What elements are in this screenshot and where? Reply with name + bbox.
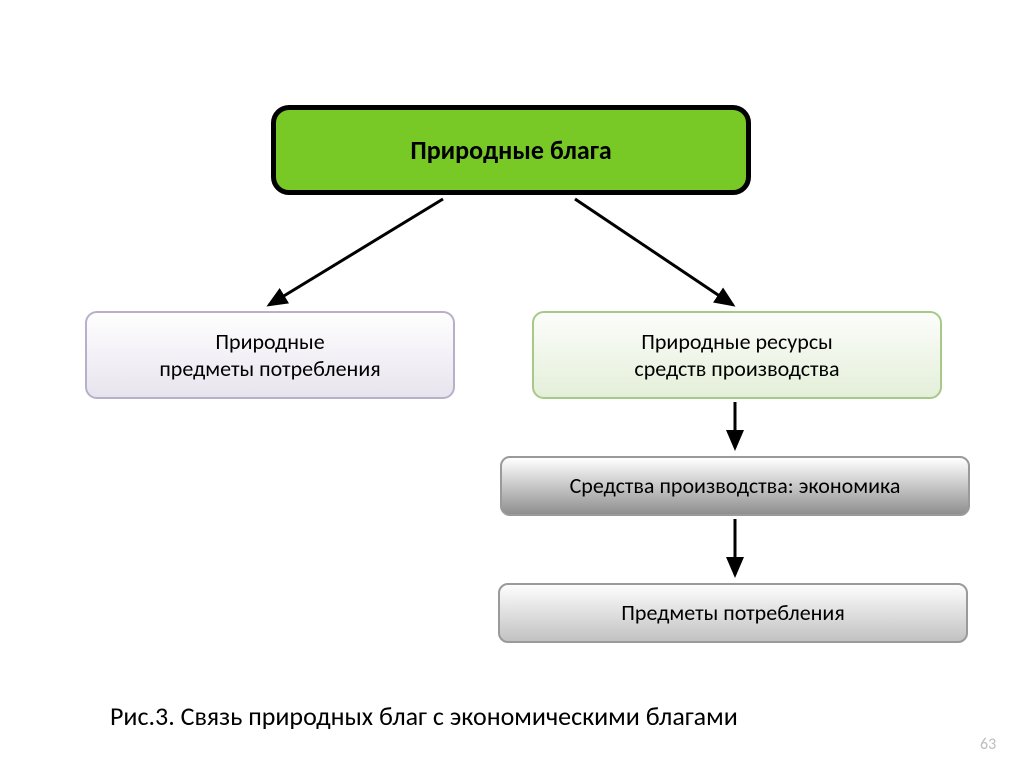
caption-text: Рис.3. Связь природных благ с экономичес…: [110, 700, 738, 732]
node-consumer-goods: Предметы потребления: [498, 583, 968, 643]
page-number: 63: [980, 735, 996, 754]
node-means-of-production: Средства производства: экономика: [500, 456, 970, 516]
node-label: Средства производства: экономика: [570, 472, 901, 500]
node-label-line2: предметы потребления: [159, 355, 380, 383]
node-label-line1: Природные ресурсы: [641, 328, 833, 356]
node-consumption-items: Природные предметы потребления: [85, 311, 455, 399]
node-label: Природные блага: [410, 134, 611, 167]
figure-caption: Рис.3. Связь природных благ с экономичес…: [110, 700, 738, 732]
node-label-line1: Природные: [215, 328, 324, 356]
node-label: Предметы потребления: [621, 599, 845, 627]
node-production-resources: Природные ресурсы средств производства: [532, 311, 942, 399]
node-natural-goods: Природные блага: [271, 105, 751, 195]
node-label-line2: средств производства: [634, 355, 839, 383]
page-number-text: 63: [980, 735, 996, 754]
